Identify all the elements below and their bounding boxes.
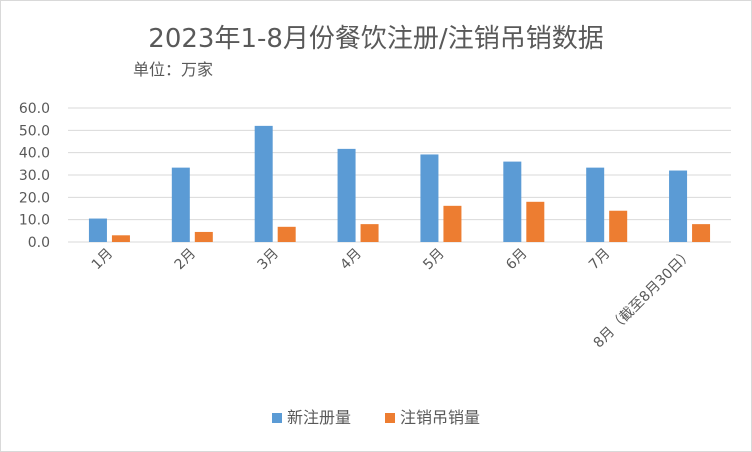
y-tick-label: 20.0 (19, 190, 50, 206)
bar-new-registration (337, 148, 356, 242)
x-tick-label: 5月 (420, 246, 448, 274)
bar-cancellation (360, 224, 379, 242)
y-axis-ticks: 0.0 10.0 20.0 30.0 40.0 50.0 60.0 (19, 101, 50, 251)
legend-label: 注销吊销量 (400, 408, 480, 427)
chart-subtitle: 单位：万家 (133, 60, 213, 79)
x-tick-label: 7月 (586, 246, 614, 274)
x-tick-label: 6月 (503, 246, 531, 274)
bar-cancellation (692, 224, 711, 242)
x-tick-label: 2月 (172, 246, 200, 274)
x-tick-label: 3月 (254, 246, 282, 274)
bar-new-registration (669, 170, 688, 242)
bar-cancellation (609, 210, 628, 242)
y-tick-label: 40.0 (19, 146, 50, 162)
y-tick-label: 30.0 (19, 168, 50, 184)
legend-swatch (385, 413, 395, 423)
bar-new-registration (503, 161, 522, 242)
bar-new-registration (171, 167, 190, 242)
bar-cancellation (277, 226, 296, 242)
x-tick-label: 4月 (337, 246, 365, 274)
y-tick-label: 50.0 (19, 123, 50, 139)
chart-title: 2023年1-8月份餐饮注册/注销吊销数据 (148, 24, 603, 54)
x-tick-label: 1月 (89, 246, 117, 274)
bar-new-registration (254, 125, 273, 242)
y-tick-label: 60.0 (19, 101, 50, 117)
bar-new-registration (420, 154, 439, 242)
y-tick-label: 10.0 (19, 213, 50, 229)
bar-cancellation (111, 235, 130, 242)
legend-swatch (272, 413, 282, 423)
bar-cancellation (443, 205, 462, 242)
legend: 新注册量 注销吊销量 (272, 408, 480, 427)
y-tick-label: 0.0 (28, 235, 50, 251)
legend-label: 新注册量 (287, 408, 351, 427)
bar-new-registration (586, 167, 605, 242)
bar-new-registration (88, 218, 107, 242)
gridlines (68, 107, 731, 243)
bar-cancellation (194, 231, 213, 242)
bar-cancellation (526, 201, 545, 242)
bars (88, 125, 711, 242)
